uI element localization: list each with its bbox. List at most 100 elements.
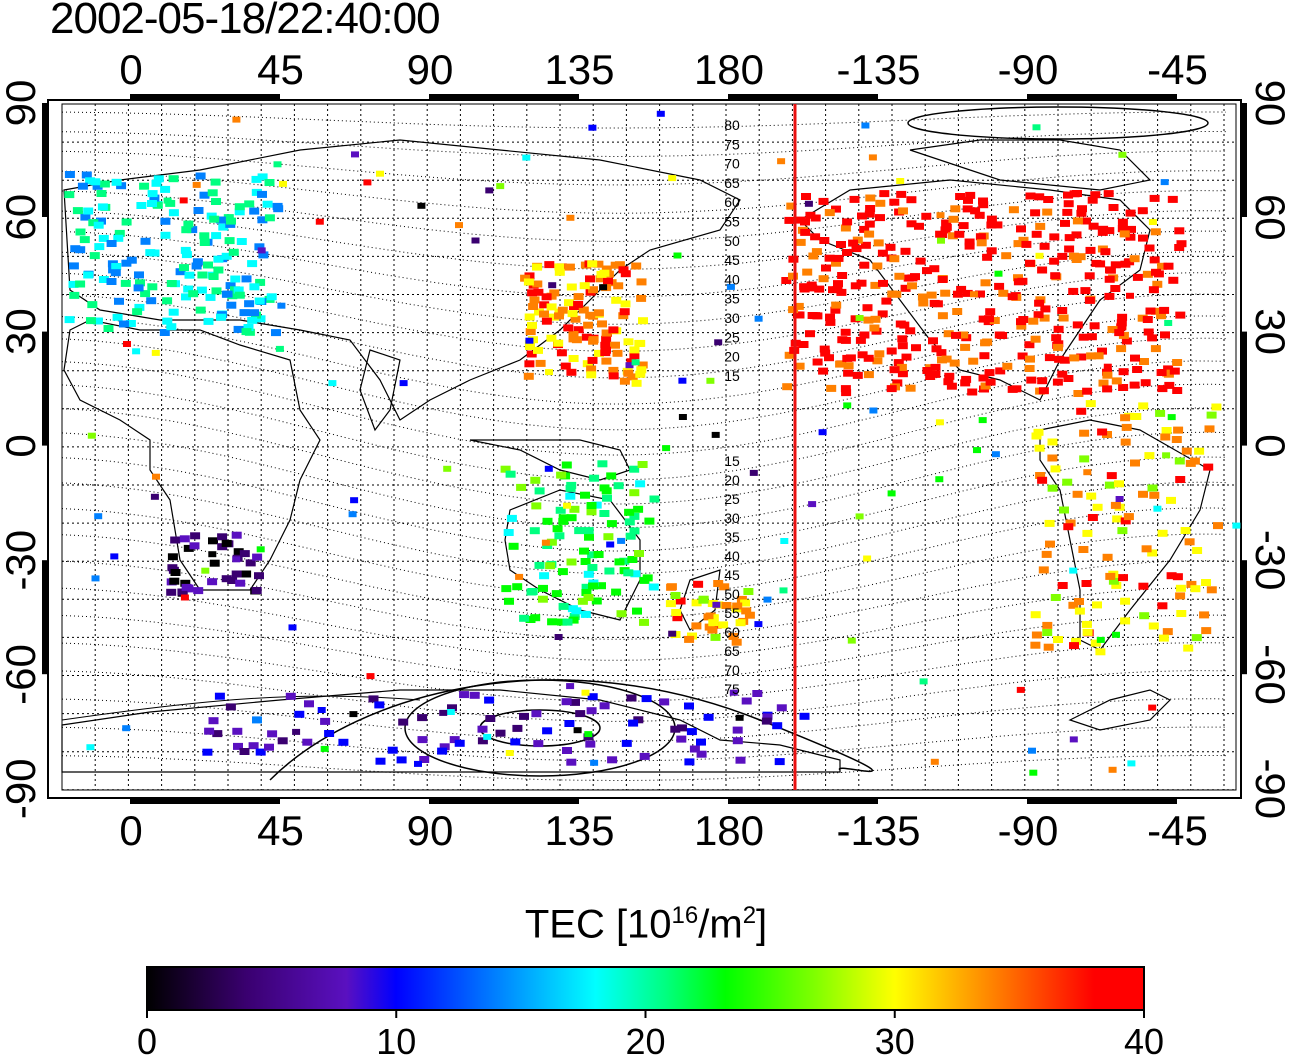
tec-cell (566, 558, 577, 566)
tec-cell (1180, 527, 1191, 534)
tec-cell (600, 349, 611, 357)
tec-cell (210, 178, 221, 186)
tec-cell (271, 329, 281, 337)
tec-cell (324, 730, 335, 737)
tec-cell (1098, 379, 1109, 387)
tec-cell (1045, 540, 1055, 548)
tec-cell (573, 300, 584, 308)
tec-cell (584, 731, 593, 738)
tec-cell (561, 461, 572, 469)
tec-cell (805, 330, 815, 338)
tec-cell (1173, 426, 1184, 434)
tec-cell (1058, 314, 1069, 322)
tec-cell (795, 238, 806, 246)
top-lon-label: -90 (998, 46, 1059, 93)
tec-cell (568, 335, 579, 343)
tec-cell (1125, 233, 1136, 241)
contour-label: 40 (724, 548, 740, 564)
tec-cell (554, 263, 565, 271)
tec-cell (584, 533, 594, 541)
tec-cell (843, 362, 854, 370)
tec-cell (285, 692, 296, 700)
contour-label: 60 (724, 624, 740, 640)
tec-cell (526, 350, 537, 358)
tec-cell (211, 198, 221, 205)
tec-cell (1031, 230, 1042, 238)
tec-cell (121, 218, 132, 226)
tec-cell (477, 725, 488, 733)
tec-cell (96, 217, 106, 225)
tec-cell (896, 178, 905, 184)
tec-cell (505, 470, 516, 478)
contour-label: 65 (724, 643, 740, 659)
tec-cell (994, 282, 1005, 290)
tec-cell (608, 366, 619, 374)
tec-cell (634, 550, 644, 557)
tec-cell (1116, 345, 1127, 353)
tec-cell (741, 697, 752, 705)
tec-cell (111, 178, 122, 186)
tec-cell (637, 461, 648, 468)
tec-cell (1028, 317, 1039, 325)
tec-cell (1068, 601, 1079, 609)
tec-cell (1142, 270, 1153, 278)
tec-cell (1063, 200, 1074, 208)
tec-cell (619, 308, 630, 316)
tec-cell (696, 750, 707, 758)
tec-cell (743, 588, 754, 595)
tec-cell (1102, 385, 1113, 393)
tec-cell (752, 690, 763, 697)
tec-cell (811, 248, 822, 256)
tec-cell (863, 354, 874, 362)
tec-cell (677, 724, 687, 732)
tec-cell (703, 613, 714, 621)
tec-cell (601, 335, 612, 343)
tec-cell (984, 315, 994, 323)
tec-cell (1082, 628, 1093, 636)
tec-cell (954, 230, 965, 238)
tec-cell (599, 269, 610, 277)
tec-cell (799, 283, 810, 291)
tec-cell (545, 369, 553, 376)
tec-region-antarctica (202, 690, 810, 766)
tec-cell (64, 171, 75, 178)
tec-cell (1074, 598, 1084, 605)
contour-label: 60 (724, 194, 740, 210)
colorbar-title: TEC [1016/m2] (524, 902, 768, 947)
tec-cell (262, 200, 273, 208)
tec-cell (794, 362, 805, 370)
bottom-longitude-labels: 0 45 90 135 180 -135 -90 -45 (119, 807, 1208, 854)
tec-cell (1147, 484, 1158, 492)
tec-cell (177, 588, 188, 596)
tec-cell (865, 194, 876, 202)
tec-cell (1097, 428, 1108, 436)
tec-cell (842, 249, 852, 256)
tec-cell (600, 341, 611, 349)
tec-cell (621, 739, 632, 747)
tec-cell (892, 379, 903, 387)
tec-cell (374, 701, 385, 709)
tec-cell (1069, 642, 1079, 650)
left-lat-label: -90 (0, 758, 44, 819)
tec-cell (183, 220, 194, 228)
tec-cell (903, 274, 914, 282)
tec-cell (1156, 369, 1167, 376)
tec-cell (504, 597, 514, 605)
tec-cell (587, 693, 598, 701)
tec-cell (941, 219, 952, 227)
tec-cell (1157, 529, 1168, 537)
tec-cell (1149, 491, 1160, 499)
tec-cell (275, 345, 284, 352)
tec-cell (199, 232, 210, 240)
tec-cell (1175, 311, 1186, 319)
tec-cell (970, 207, 981, 215)
tec-cell (779, 587, 788, 594)
tec-cell (678, 414, 687, 420)
tec-cell (948, 215, 959, 223)
tec-cell (1130, 459, 1140, 467)
tec-region-australia (500, 460, 660, 626)
tec-cell (1053, 325, 1064, 333)
tec-cell (586, 508, 597, 516)
tec-cell (192, 181, 201, 188)
tec-cell (86, 744, 95, 751)
